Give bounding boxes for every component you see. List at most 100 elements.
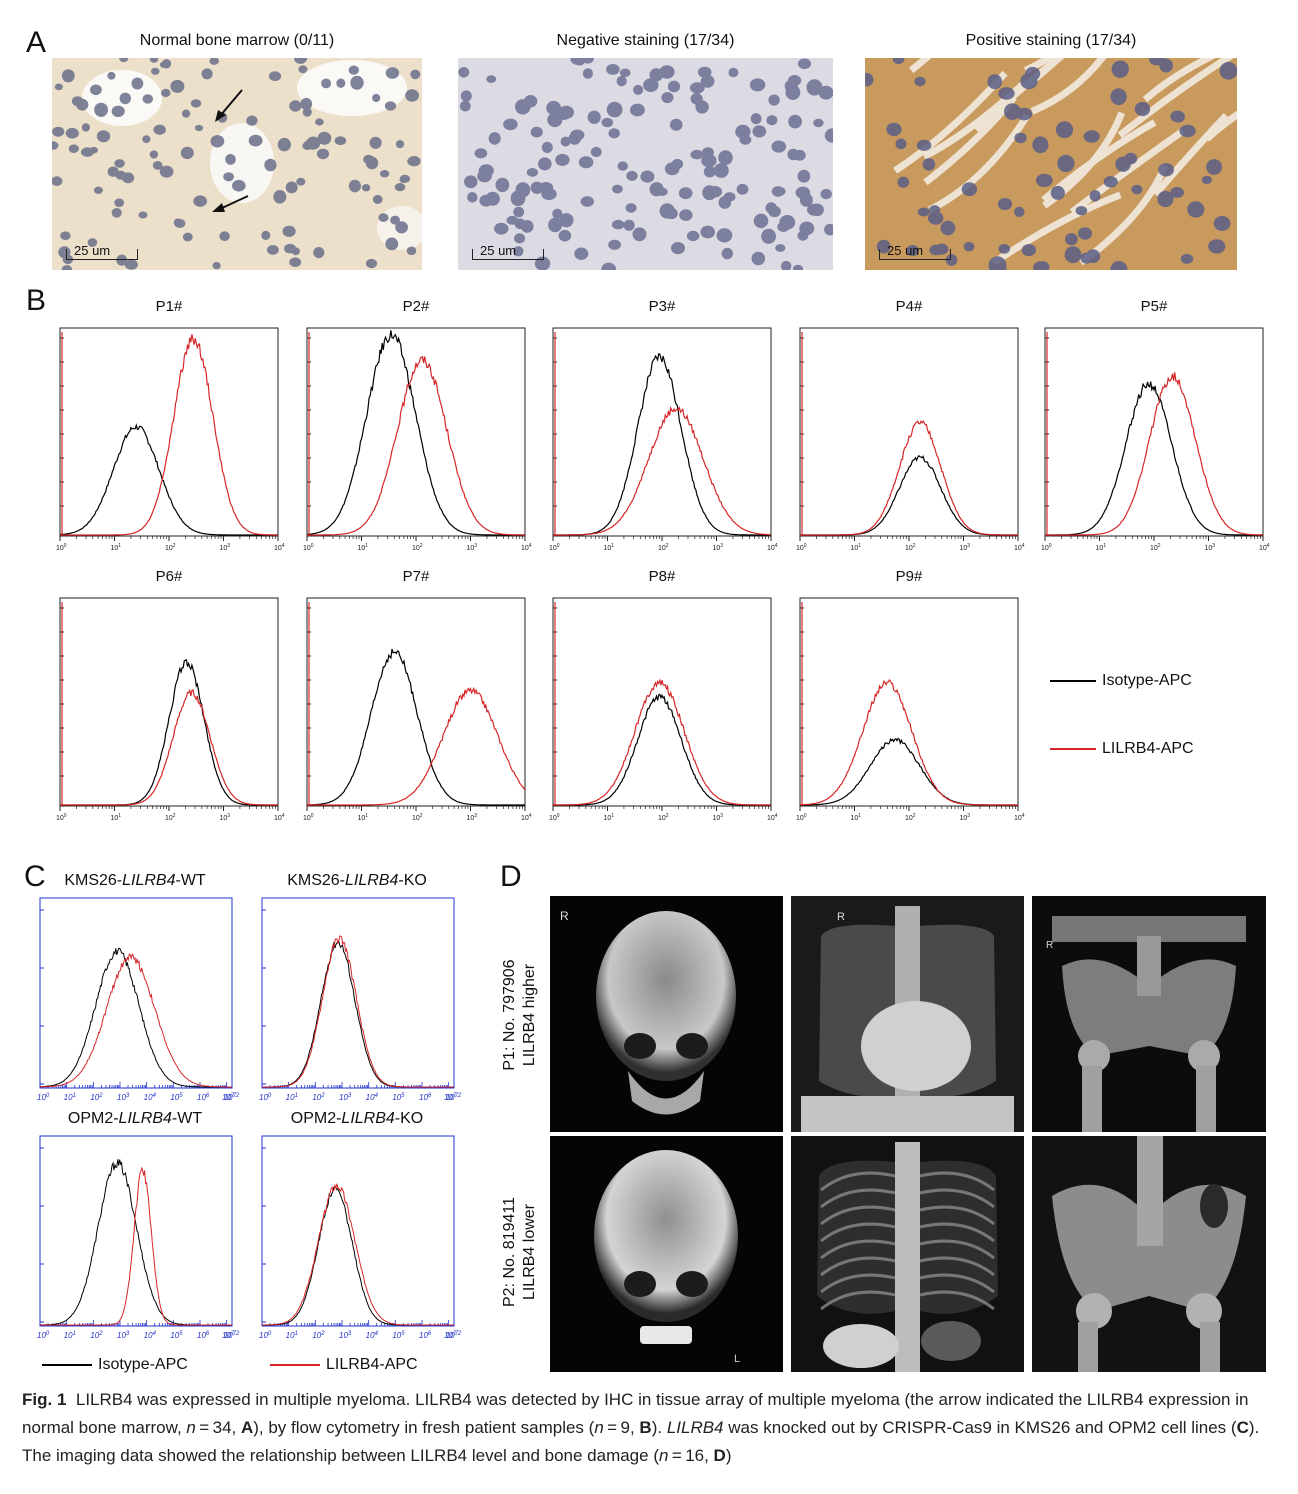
x-tick-label: 106 <box>419 1331 432 1340</box>
cell-nucleus <box>474 148 488 159</box>
cell-nucleus <box>210 135 225 148</box>
isotype-curve <box>553 353 771 536</box>
rib <box>919 1188 995 1209</box>
flow-histogram: 100 101 102 103 104 <box>549 597 778 822</box>
cell-nucleus <box>467 192 478 203</box>
cell-nucleus <box>372 93 381 103</box>
cell-nucleus <box>1086 249 1101 264</box>
x-tick-label: 102 <box>312 1093 325 1102</box>
cell-line-title: OPM2-LILRB4-KO <box>242 1110 472 1128</box>
rib <box>919 1239 995 1260</box>
caption-gene: LILRB4 <box>666 1418 724 1437</box>
xray-p1-chest: R <box>791 896 1024 1132</box>
rib <box>820 1256 896 1277</box>
cell-nucleus <box>348 65 359 75</box>
cell-nucleus <box>538 157 552 171</box>
cell-nucleus <box>608 128 620 139</box>
cell-nucleus <box>52 141 59 150</box>
cell-nucleus <box>1149 58 1166 66</box>
cell-nucleus <box>716 228 733 243</box>
xray-p1-pelvis: R <box>1032 896 1266 1132</box>
cell-nucleus <box>552 208 563 220</box>
micrograph-positive-art <box>865 58 1237 270</box>
flow-histogram: 100 101 102 103 104 <box>1041 327 1270 552</box>
x-tick-label: 105 <box>170 1093 183 1102</box>
histogram-title: P6# <box>155 568 183 585</box>
isotype-curve <box>59 423 278 536</box>
histogram-title: P8# <box>648 568 676 585</box>
row1-line2: LILRB4 higher <box>521 963 538 1067</box>
cell-nucleus <box>182 232 193 242</box>
cell-nucleus <box>749 78 766 92</box>
cell-nucleus <box>1110 88 1127 106</box>
scale-bar-2 <box>472 249 544 260</box>
cell-nucleus <box>1020 73 1038 90</box>
cell-nucleus <box>246 115 258 126</box>
cell-nucleus <box>515 182 531 198</box>
cell-nucleus <box>806 79 823 96</box>
panel-a-title-3: Positive staining (17/34) <box>965 32 1137 49</box>
cell-nucleus <box>152 161 163 170</box>
cell-nucleus <box>922 158 936 171</box>
cell-nucleus <box>538 182 554 194</box>
lilrb4-curve <box>262 1183 454 1326</box>
cell-nucleus <box>649 182 664 197</box>
row1-line1: P1: No. 797906 <box>501 959 518 1071</box>
cell-nucleus <box>582 68 593 79</box>
x-tick-label-end: 107.2 <box>222 1331 240 1340</box>
panel-b-legend-lilrb4: LILRB4-APC <box>1050 740 1194 758</box>
rib <box>820 1273 896 1294</box>
title-prefix: OPM2- <box>67 1110 119 1127</box>
cell-nucleus <box>261 230 271 240</box>
plot-frame <box>1044 327 1264 537</box>
svg-text:L: L <box>734 1353 740 1365</box>
cell-nucleus <box>963 241 975 252</box>
cell-nucleus <box>671 158 684 170</box>
caption-n-1: n <box>186 1418 196 1437</box>
isotype-curve <box>800 454 1018 536</box>
cell-nucleus <box>548 217 563 233</box>
cell-nucleus <box>865 73 874 87</box>
histogram-title: P3# <box>648 298 676 315</box>
cell-nucleus <box>810 203 824 217</box>
cell-nucleus <box>998 243 1011 254</box>
cell-nucleus <box>131 77 144 90</box>
cell-nucleus <box>1213 216 1231 231</box>
x-tick-label-end: 107.2 <box>222 1093 240 1102</box>
tissue-fiber <box>991 191 1122 266</box>
cell-nucleus <box>372 194 383 204</box>
x-tick-label: 102 <box>165 543 176 552</box>
panel-c-legend-isotype: Isotype-APC <box>42 1356 188 1374</box>
xray-p1-pelvis-art: R <box>1032 896 1266 1132</box>
cell-nucleus <box>795 186 811 199</box>
rib <box>919 1205 995 1226</box>
row2-line2: LILRB4 lower <box>521 1203 538 1301</box>
flow-histogram: 100 101 102 103 104 <box>56 597 285 822</box>
lilrb4-curve <box>1045 372 1263 536</box>
x-tick-label: 107 <box>224 1331 237 1340</box>
cell-nucleus <box>940 220 956 236</box>
plot-frame <box>799 327 1019 537</box>
cell-nucleus <box>142 135 151 143</box>
cell-nucleus <box>289 100 302 112</box>
x-tick-label: 100 <box>549 813 560 822</box>
cell-nucleus <box>219 231 230 242</box>
xray-p2-skull: L <box>550 1136 783 1372</box>
x-tick-label: 104 <box>767 813 778 822</box>
figure-caption: Fig. 1 LILRB4 was expressed in multiple … <box>22 1386 1272 1470</box>
cell-nucleus <box>119 58 129 63</box>
x-tick-label: 102 <box>1150 543 1161 552</box>
cell-nucleus <box>701 154 717 168</box>
x-tick-label: 106 <box>419 1093 432 1102</box>
cell-nucleus <box>248 134 263 147</box>
cell-nucleus <box>477 169 492 183</box>
cell-nucleus <box>503 118 518 131</box>
cell-nucleus <box>771 186 785 197</box>
cell-nucleus <box>768 205 781 218</box>
cell-nucleus <box>111 105 125 117</box>
cell-line-title: OPM2-LILRB4-WT <box>20 1110 250 1128</box>
cell-nucleus <box>1055 121 1074 139</box>
cell-nucleus <box>612 184 623 194</box>
panel-b-legend-isotype: Isotype-APC <box>1050 672 1192 690</box>
cell-nucleus <box>379 170 390 178</box>
